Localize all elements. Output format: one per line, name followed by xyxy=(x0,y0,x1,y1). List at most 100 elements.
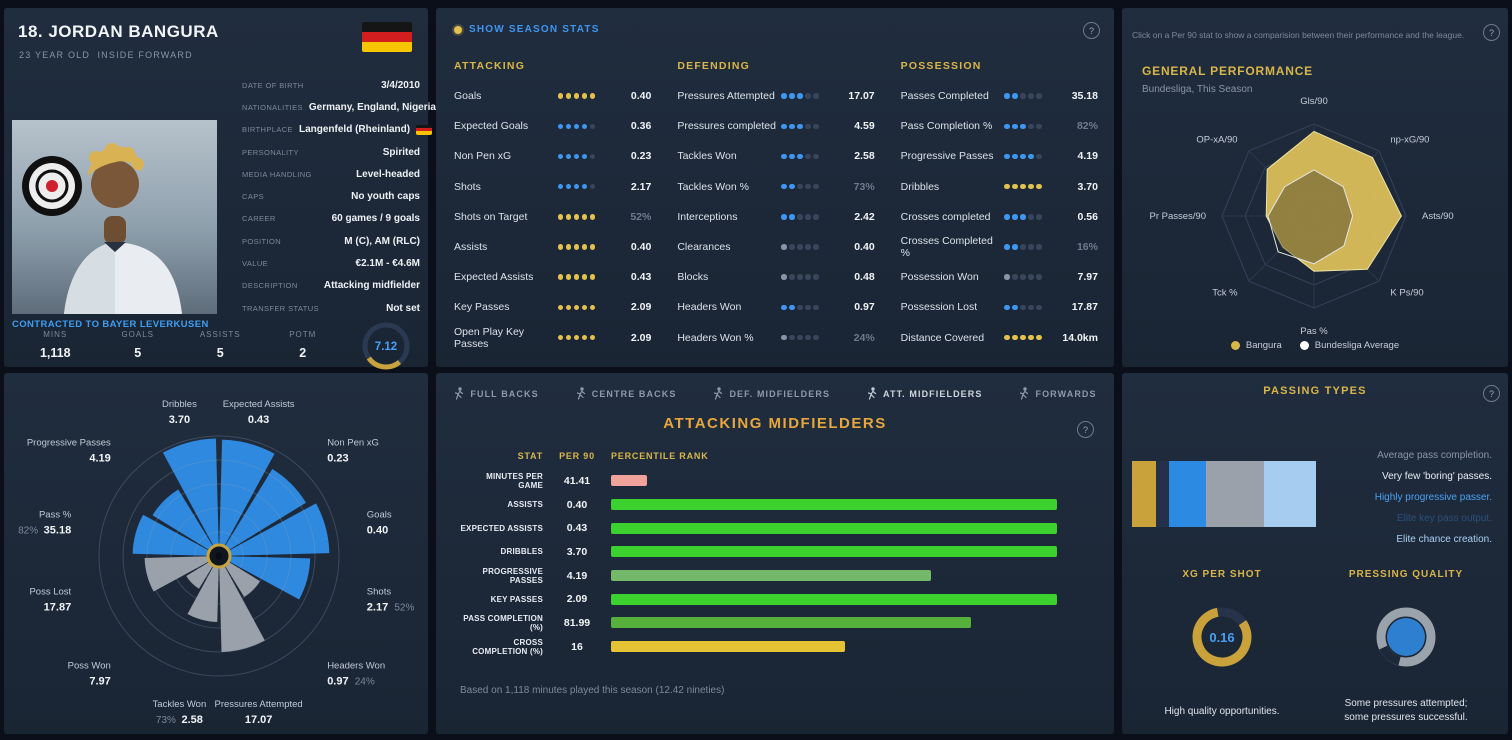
rating-dot xyxy=(589,334,596,341)
tab-centre-backs[interactable]: CENTRE BACKS xyxy=(575,387,677,400)
rating-dot xyxy=(1028,244,1034,250)
stat-name: Crosses completed xyxy=(900,210,991,223)
stat-row-expected-assists[interactable]: Expected Assists 0.43 xyxy=(454,262,651,292)
percentile-row-minutes-per-game: MINUTES PER GAME 41.41 xyxy=(460,469,1090,493)
stat-row-non-pen-xg[interactable]: Non Pen xG 0.23 xyxy=(454,141,651,171)
rating-dot xyxy=(1004,123,1010,130)
info-row: CAPS No youth caps xyxy=(242,185,420,207)
pizza-sector-pressures-attempted xyxy=(219,556,265,652)
rating-dot xyxy=(589,123,596,130)
stat-row-expected-goals[interactable]: Expected Goals 0.36 xyxy=(454,111,651,141)
pizza-sector-shots xyxy=(219,556,311,600)
rating-dots xyxy=(781,214,819,220)
stat-row-possession-lost[interactable]: Possession Lost 17.87 xyxy=(901,292,1098,322)
stat-row-pressures-attempted[interactable]: Pressures Attempted 17.07 xyxy=(677,81,874,111)
rating-dots xyxy=(781,93,819,99)
rating-dot xyxy=(565,93,572,99)
radar-chart: Gls/90 np-xG/90 Asts/90 K Ps/90 Pas % Tck % Pr… xyxy=(1150,96,1454,337)
stat-row-crosses-completed[interactable]: Crosses Completed % 16% xyxy=(901,232,1098,262)
info-label: VALUE xyxy=(242,259,269,269)
stat-row-passes-completed[interactable]: Passes Completed 35.18 xyxy=(901,81,1098,111)
stat-row-shots-on-target[interactable]: Shots on Target 52% xyxy=(454,202,651,232)
stat-row-tackles-won[interactable]: Tackles Won % 73% xyxy=(677,172,874,202)
stat-name: Tackles Won % xyxy=(677,180,749,193)
pizza-label-pass: Pass % xyxy=(39,510,72,521)
stat-value: 17.87 xyxy=(1071,301,1098,314)
info-icon[interactable]: ? xyxy=(1077,421,1094,438)
info-row: CAREER 60 games / 9 goals xyxy=(242,208,420,230)
stat-row-tackles-won[interactable]: Tackles Won 2.58 xyxy=(677,141,874,171)
rating-dot xyxy=(797,304,803,311)
rating-dot xyxy=(1004,93,1010,99)
show-season-stats-toggle[interactable]: SHOW SEASON STATS xyxy=(454,24,600,35)
stat-value: 0.43 xyxy=(630,271,652,284)
rating-dot xyxy=(581,304,588,311)
info-icon[interactable]: ? xyxy=(1483,385,1500,402)
rating-dot xyxy=(805,123,811,130)
rating-dots xyxy=(781,274,819,280)
tab-def-midfielders[interactable]: DEF. MIDFIELDERS xyxy=(712,387,830,400)
rating-dot xyxy=(813,183,819,190)
stat-row-open-play-key-passes[interactable]: Open Play Key Passes 2.09 xyxy=(454,323,651,353)
rating-dot xyxy=(581,123,588,130)
info-label: TRANSFER STATUS xyxy=(242,303,319,313)
pizza-sector-tackles-won xyxy=(187,556,219,622)
info-label: DATE OF BIRTH xyxy=(242,80,304,90)
rating-dot xyxy=(1004,334,1010,341)
info-value-wrap: Langenfeld (Rheinland) xyxy=(298,124,433,136)
summary-stats: MINS 1,118 GOALS 5 ASSISTS 5 POTM 2 xyxy=(14,330,344,360)
tab-att-midfielders[interactable]: ATT. MIDFIELDERS xyxy=(866,387,982,400)
stat-row-key-passes[interactable]: Key Passes 2.09 xyxy=(454,292,651,322)
info-value: No youth caps xyxy=(351,191,420,203)
rating-dot xyxy=(581,214,588,220)
percentile-row-cross-completion: CROSS COMPLETION (%) 16 xyxy=(460,635,1090,659)
gauge-arc xyxy=(1192,607,1252,667)
stat-value: 0.40 xyxy=(854,241,875,254)
stat-row-headers-won[interactable]: Headers Won 0.97 xyxy=(677,292,874,322)
rating-dot xyxy=(1036,304,1042,311)
percentile-bar-track xyxy=(611,499,1061,511)
rating-dot xyxy=(1004,244,1010,250)
radar-axis-label: Asts/90 xyxy=(1422,211,1454,222)
stat-row-interceptions[interactable]: Interceptions 2.42 xyxy=(677,202,874,232)
pizza-value-tackles-won: 73% 2.58 xyxy=(156,714,203,726)
info-icon[interactable]: ? xyxy=(1483,24,1500,41)
stat-row-crosses-completed[interactable]: Crosses completed 0.56 xyxy=(901,202,1098,232)
tab-forwards[interactable]: FORWARDS xyxy=(1018,387,1096,400)
info-row: PERSONALITY Spirited xyxy=(242,141,420,163)
stat-row-assists[interactable]: Assists 0.40 xyxy=(454,232,651,262)
pizza-label-pressures-attempted: Pressures Attempted xyxy=(215,699,303,710)
stat-name: Key Passes xyxy=(454,301,510,314)
stat-row-clearances[interactable]: Clearances 0.40 xyxy=(677,232,874,262)
rating-dots xyxy=(1004,123,1042,130)
stat-row-dribbles[interactable]: Dribbles 3.70 xyxy=(901,172,1098,202)
stat-row-pressures-completed[interactable]: Pressures completed 4.59 xyxy=(677,111,874,141)
stat-row-headers-won[interactable]: Headers Won % 24% xyxy=(677,323,874,353)
rating-dot xyxy=(581,93,588,99)
tab-full-backs[interactable]: FULL BACKS xyxy=(453,387,538,400)
info-value: Langenfeld (Rheinland) xyxy=(298,124,411,136)
rating-dot xyxy=(1004,214,1010,220)
pizza-label-non-pen-xg: Non Pen xG xyxy=(327,437,379,448)
info-icon[interactable]: ? xyxy=(1083,22,1100,39)
stat-row-progressive-passes[interactable]: Progressive Passes 4.19 xyxy=(901,141,1098,171)
percentile-bar-track xyxy=(611,617,1061,629)
rating-dot xyxy=(557,334,564,341)
rating-dot xyxy=(813,93,819,99)
stat-row-goals[interactable]: Goals 0.40 xyxy=(454,81,651,111)
stat-row-pass-completion[interactable]: Pass Completion % 82% xyxy=(901,111,1098,141)
rating-dot xyxy=(1012,334,1018,341)
stats-column-defending: DEFENDING Pressures Attempted 17.07 Pressur… xyxy=(677,56,874,353)
rating-dot xyxy=(789,304,795,311)
stat-name: Pressures completed xyxy=(677,120,776,133)
info-value-wrap: Attacking midfielder xyxy=(304,280,420,291)
rating-dots xyxy=(781,334,819,341)
stat-row-distance-covered[interactable]: Distance Covered 14.0km xyxy=(901,323,1098,353)
rating-dot xyxy=(797,123,803,130)
stat-row-possession-won[interactable]: Possession Won 7.97 xyxy=(901,262,1098,292)
stat-row-blocks[interactable]: Blocks 0.48 xyxy=(677,262,874,292)
player-figure-icon xyxy=(455,387,464,400)
stat-row-shots[interactable]: Shots 2.17 xyxy=(454,172,651,202)
stat-name: Passes Completed xyxy=(900,90,989,103)
rating-dot xyxy=(1036,93,1042,99)
